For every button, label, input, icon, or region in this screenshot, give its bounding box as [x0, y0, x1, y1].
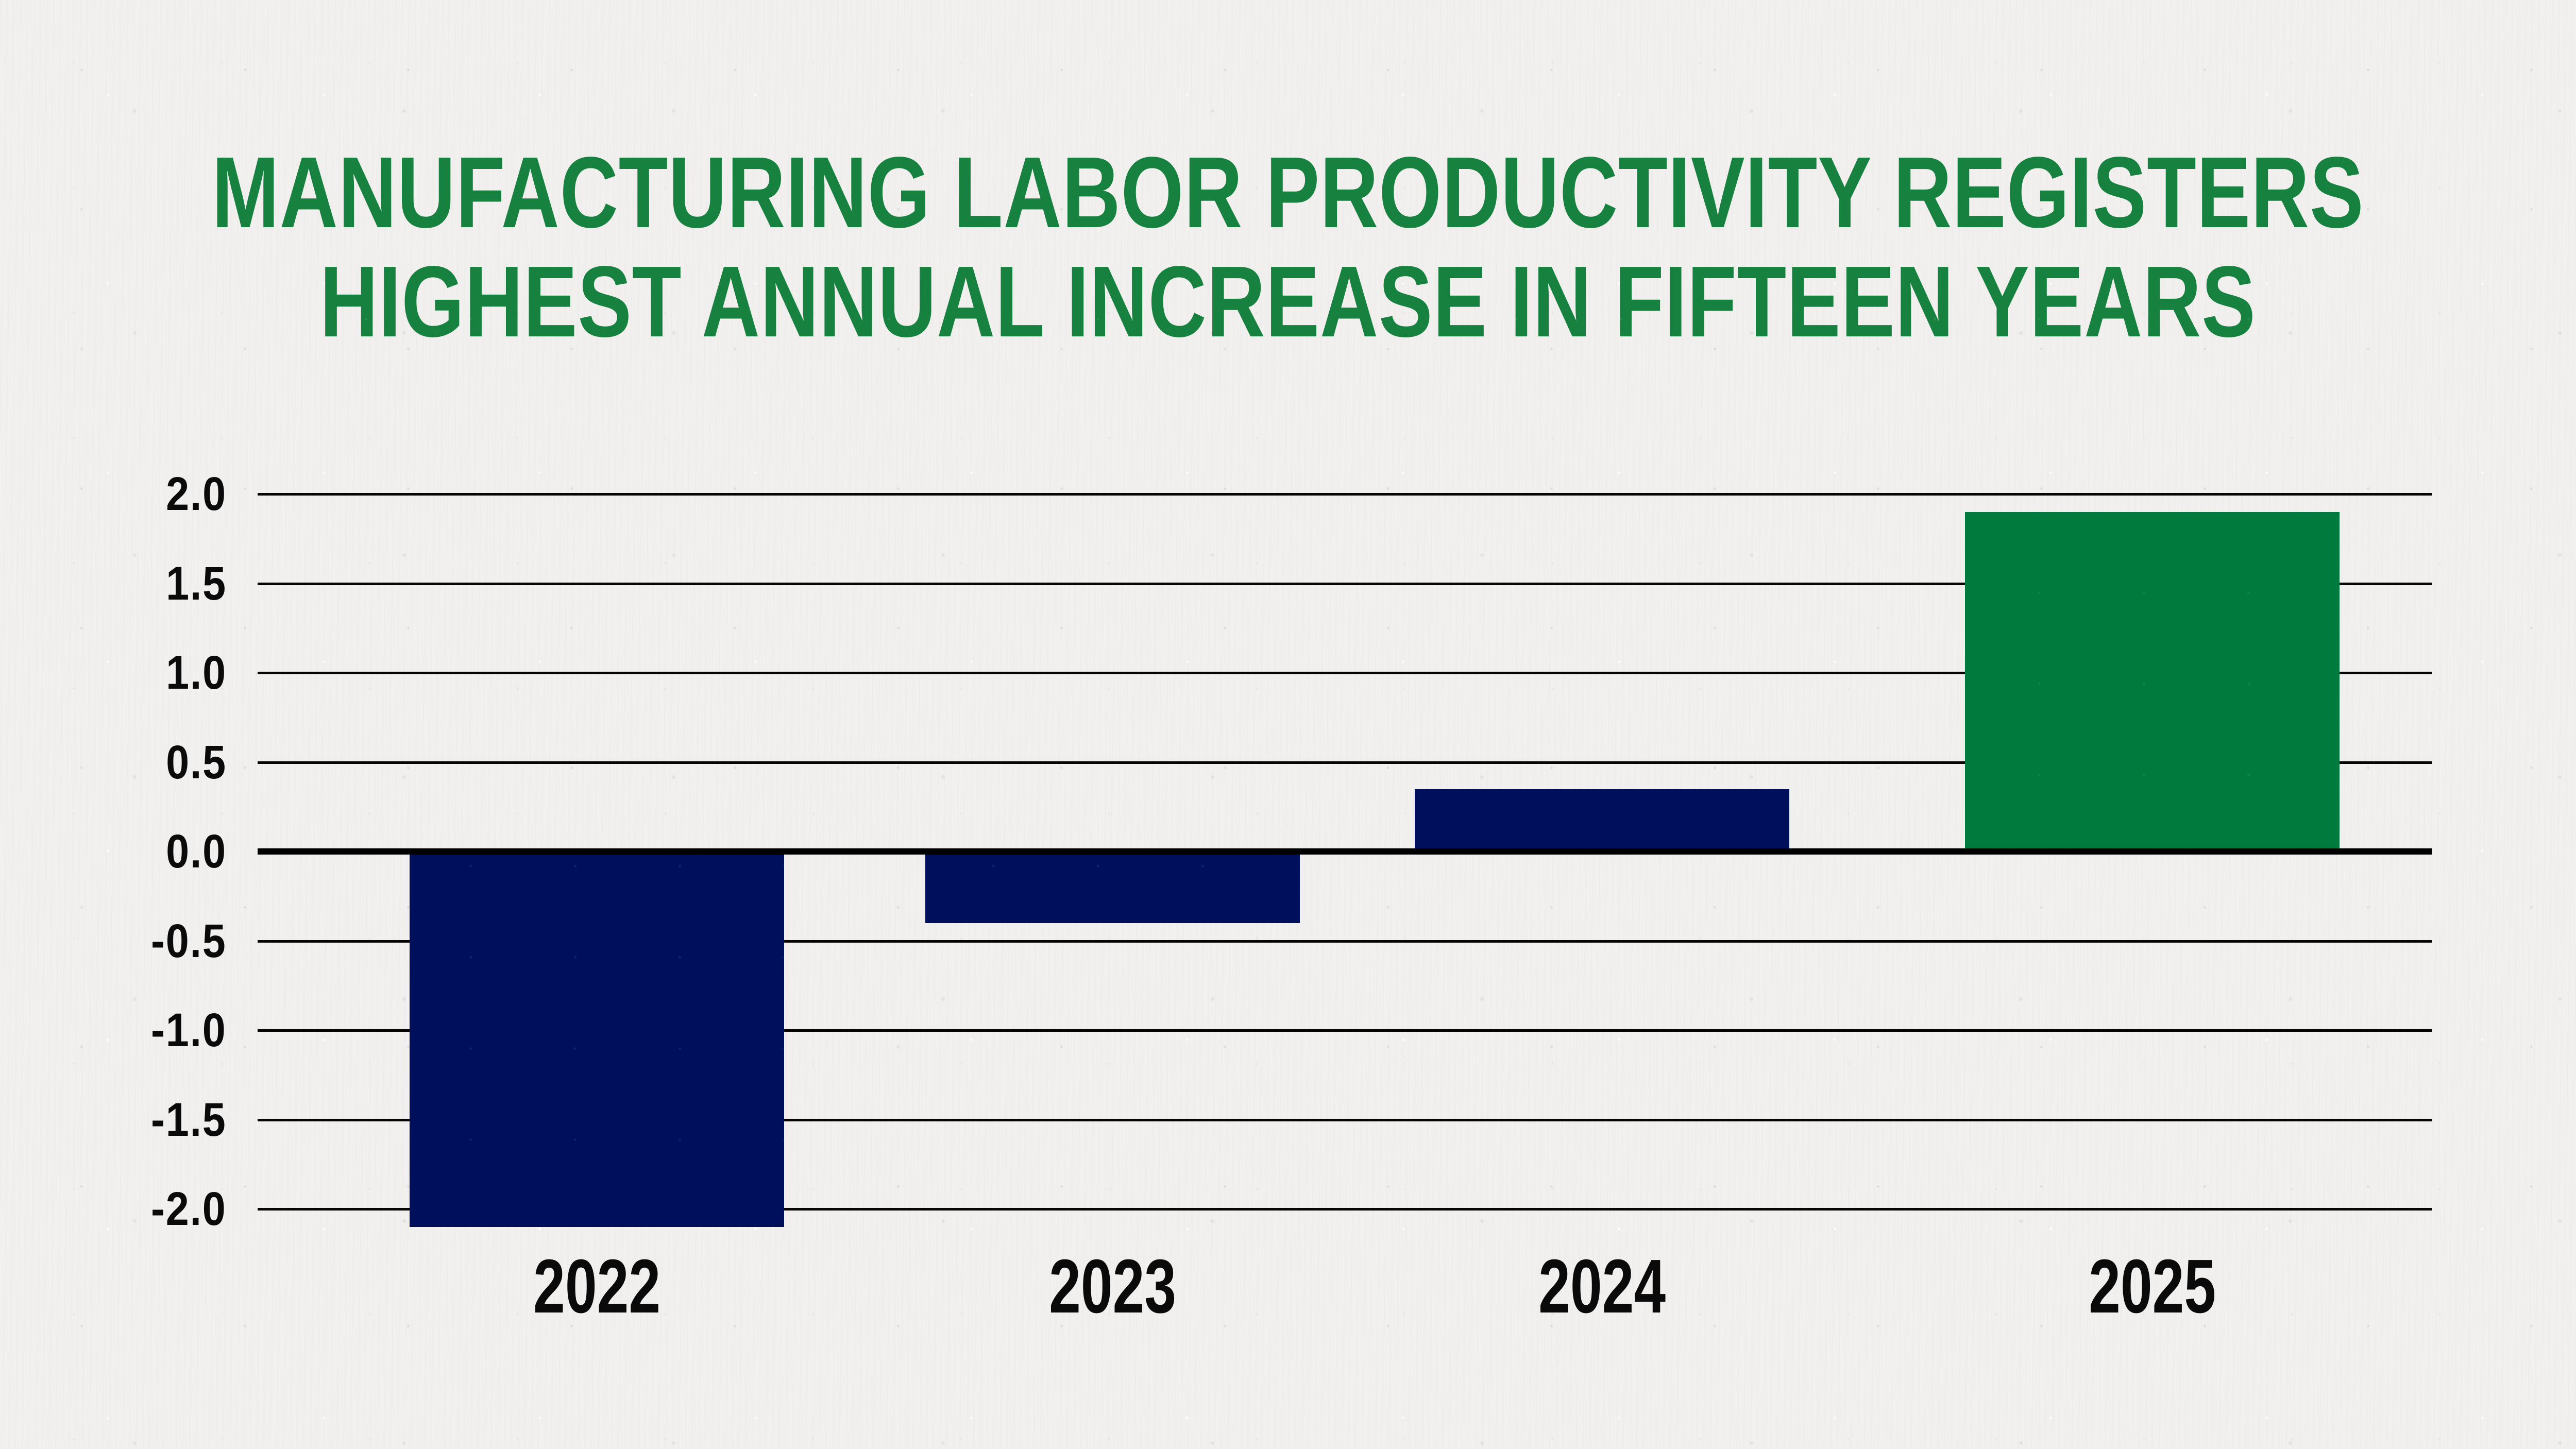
y-axis-tick-text: -0.5: [151, 914, 227, 967]
y-axis-tick-label--0.5: -0.5: [0, 915, 227, 967]
y-axis-tick-text: 2.0: [166, 468, 227, 520]
bar-2023: [925, 851, 1300, 923]
gridline-2.0: [258, 493, 2432, 496]
gridline--2.0: [258, 1208, 2432, 1211]
y-axis-tick-label-0.0: 0.0: [0, 826, 227, 877]
gridline--1.5: [258, 1118, 2432, 1121]
y-axis-tick-label--1.0: -1.0: [0, 1004, 227, 1056]
y-axis-tick-label-1.5: 1.5: [0, 558, 227, 609]
gridline--1.0: [258, 1029, 2432, 1032]
gridline-0.5: [258, 761, 2432, 764]
x-axis-label-2023: 2023: [958, 1246, 1267, 1328]
bar-2024: [1415, 789, 1789, 851]
y-axis-tick-label-0.5: 0.5: [0, 737, 227, 788]
y-axis-tick-text: 1.5: [166, 557, 227, 610]
y-axis-tick-label-1.0: 1.0: [0, 647, 227, 698]
y-axis-tick-text: -1.5: [151, 1093, 227, 1146]
y-axis-tick-text: 0.0: [166, 825, 227, 878]
y-axis-tick-label--1.5: -1.5: [0, 1094, 227, 1146]
x-axis-label-text: 2023: [1049, 1244, 1176, 1329]
y-axis-tick-text: -2.0: [151, 1183, 227, 1235]
y-axis-tick-label-2.0: 2.0: [0, 468, 227, 520]
gridline--0.5: [258, 940, 2432, 943]
chart-title-line-2: HIGHEST ANNUAL INCREASE IN FIFTEEN YEARS: [320, 245, 2256, 358]
x-axis-label-text: 2022: [533, 1244, 660, 1329]
bar-2022: [410, 851, 784, 1227]
x-axis-label-text: 2024: [1538, 1244, 1666, 1329]
y-axis-tick-label--2.0: -2.0: [0, 1183, 227, 1235]
y-axis-tick-text: 0.5: [166, 736, 227, 789]
x-axis-label-2025: 2025: [1998, 1246, 2307, 1328]
chart-title-line-1: MANUFACTURING LABOR PRODUCTIVITY REGISTE…: [212, 136, 2364, 249]
x-axis-label-2022: 2022: [443, 1246, 752, 1328]
chart-title: MANUFACTURING LABOR PRODUCTIVITY REGISTE…: [0, 138, 2576, 356]
x-axis-zero-line: [258, 848, 2432, 855]
gridline-1.5: [258, 582, 2432, 585]
y-axis-tick-text: -1.0: [151, 1004, 227, 1056]
bar-2025: [1965, 512, 2340, 851]
x-axis-label-text: 2025: [2089, 1244, 2216, 1329]
y-axis-tick-text: 1.0: [166, 646, 227, 699]
gridline-1.0: [258, 672, 2432, 674]
x-axis-label-2024: 2024: [1448, 1246, 1757, 1328]
